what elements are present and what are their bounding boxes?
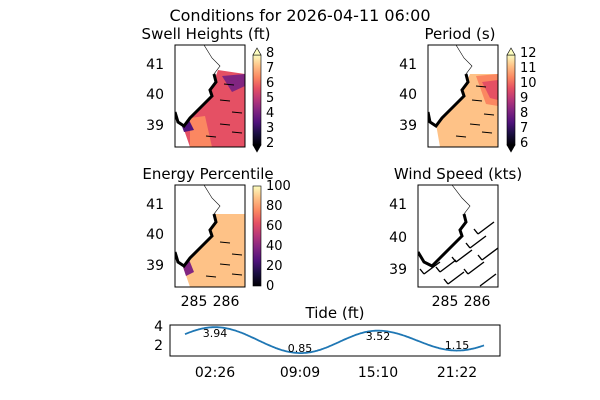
x-tick-label: 286 [464, 294, 491, 310]
y-tick-label: 40 [399, 87, 417, 103]
panel-title: Tide (ft) [305, 304, 365, 322]
panel-title: Swell Heights (ft) [142, 25, 271, 43]
coastline [418, 213, 468, 268]
coastline [175, 73, 218, 129]
colorbar-tick: 4 [266, 106, 274, 121]
colorbar-extend-bottom [506, 144, 516, 153]
y-tick-label: 4 [154, 319, 163, 335]
y-tick-label: 41 [389, 197, 407, 213]
colorbar-tick: 11 [520, 61, 537, 76]
colorbar-tick: 6 [266, 76, 274, 91]
colorbar-tick: 12 [520, 46, 537, 61]
colorbar-extend-top [506, 47, 516, 56]
axes-frame [427, 44, 499, 148]
colorbar-tick: 0 [266, 279, 274, 294]
colorbar-tick: 20 [266, 259, 283, 274]
axes-frame [174, 44, 246, 148]
colorbar-tick: 40 [266, 239, 283, 254]
colorbar-gradient [252, 185, 262, 287]
y-ticks: 41 40 39 [146, 197, 164, 274]
field-cells [482, 80, 498, 100]
field-cells [222, 74, 245, 92]
colorbar-extend-top [252, 47, 262, 56]
field-cells [190, 116, 212, 147]
y-tick-label: 39 [146, 118, 164, 134]
y-tick-label: 40 [389, 230, 407, 246]
tide-layer [184, 326, 485, 354]
y-tick-label: 41 [399, 57, 417, 73]
colorbar-tick: 100 [266, 179, 291, 194]
axes-frame [417, 184, 499, 288]
x-tick-label: 285 [181, 294, 208, 310]
panel-energy-percentile: Energy Percentile 41 40 39 285 2 [142, 165, 290, 310]
colorbar-tick: 3 [266, 121, 274, 136]
x-tick-label: 02:26 [195, 365, 235, 381]
y-ticks: 41 40 39 [399, 57, 417, 134]
colorbar-tick: 9 [520, 91, 528, 106]
x-ticks: 285 286 [432, 294, 491, 310]
colorbar-tick: 8 [520, 106, 528, 121]
axes-frame [169, 324, 501, 357]
tide-extreme-label: 1.15 [445, 339, 470, 352]
colorbar-tick: 7 [520, 121, 528, 136]
panel-title: Wind Speed (kts) [394, 165, 522, 183]
colorbar-tick: 5 [266, 91, 274, 106]
arrows [205, 241, 243, 278]
colorbar-gradient [506, 54, 516, 146]
y-tick-label: 41 [146, 197, 164, 213]
colorbar: 8 7 6 5 4 3 2 [252, 46, 274, 153]
wind-barbs [419, 221, 498, 287]
panel-wind-speed: Wind Speed (kts) 41 [389, 165, 522, 310]
x-ticks: 285 286 [181, 294, 240, 310]
colorbar: 12 11 10 9 8 7 6 [506, 46, 537, 153]
tide-extreme-label: 0.85 [288, 342, 313, 355]
x-tick-label: 15:10 [358, 365, 398, 381]
colorbar-tick: 7 [266, 61, 274, 76]
tide-extreme-label: 3.52 [366, 330, 391, 343]
field-cells [182, 214, 245, 287]
colorbar-tick: 6 [520, 136, 528, 151]
x-tick-label: 09:09 [280, 365, 320, 381]
arrows [205, 83, 243, 138]
colorbar: 100 80 60 40 20 0 [252, 179, 291, 294]
y-ticks: 41 40 39 [146, 57, 164, 134]
x-tick-label: 285 [432, 294, 459, 310]
panel-title: Energy Percentile [142, 165, 273, 183]
x-tick-label: 21:22 [437, 365, 477, 381]
colorbar-tick: 2 [266, 136, 274, 151]
panel-tide: Tide (ft) 3.94 0.85 3.52 1.15 4 2 02:26 … [154, 304, 501, 381]
x-tick-label: 286 [213, 294, 240, 310]
y-ticks: 4 2 [154, 319, 163, 354]
colorbar-tick: 10 [520, 76, 537, 91]
colorbar-tick: 60 [266, 219, 283, 234]
tide-series-line [184, 326, 485, 354]
y-tick-label: 40 [146, 87, 164, 103]
axes-frame [174, 184, 246, 288]
y-tick-label: 39 [146, 258, 164, 274]
y-tick-label: 39 [389, 262, 407, 278]
tide-extreme-labels: 3.94 0.85 3.52 1.15 [203, 327, 470, 355]
coastline [428, 73, 470, 129]
colorbar-gradient [252, 54, 262, 146]
coastline [175, 213, 218, 269]
y-tick-label: 41 [146, 57, 164, 73]
y-tick-label: 2 [154, 338, 163, 354]
figure-title: Conditions for 2026-04-11 06:00 [169, 6, 430, 25]
y-tick-label: 39 [399, 118, 417, 134]
colorbar-tick: 8 [266, 46, 274, 61]
y-tick-label: 40 [146, 227, 164, 243]
arrows [455, 85, 495, 138]
colorbar-tick: 80 [266, 199, 283, 214]
panel-title: Period (s) [424, 25, 495, 43]
panel-swell-heights: Swell Heights (ft) 41 40 39 [142, 25, 274, 153]
colorbar-extend-bottom [252, 144, 262, 153]
x-ticks: 02:26 09:09 15:10 21:22 [195, 365, 477, 381]
panel-period: Period (s) 41 40 39 [399, 25, 537, 153]
y-ticks: 41 40 39 [389, 197, 407, 278]
tide-extreme-label: 3.94 [203, 327, 228, 340]
